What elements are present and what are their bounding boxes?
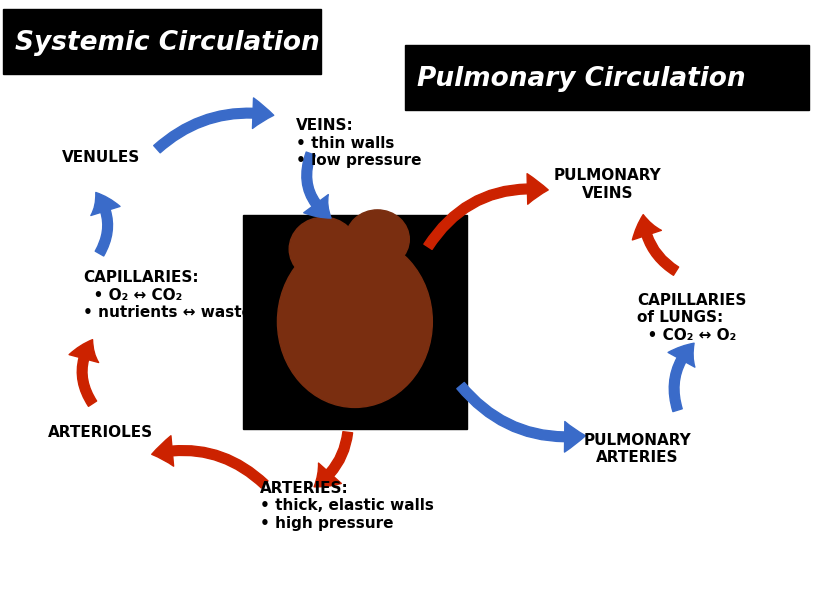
FancyArrowPatch shape bbox=[302, 152, 331, 218]
Text: Pulmonary Circulation: Pulmonary Circulation bbox=[416, 66, 744, 92]
Ellipse shape bbox=[345, 210, 409, 269]
Text: VENULES: VENULES bbox=[62, 150, 140, 165]
Text: Systemic Circulation: Systemic Circulation bbox=[15, 30, 319, 56]
FancyBboxPatch shape bbox=[3, 9, 320, 74]
FancyArrowPatch shape bbox=[632, 215, 678, 275]
FancyArrowPatch shape bbox=[667, 343, 694, 412]
FancyArrowPatch shape bbox=[69, 340, 98, 406]
FancyBboxPatch shape bbox=[243, 215, 466, 429]
Text: PULMONARY
ARTERIES: PULMONARY ARTERIES bbox=[583, 433, 691, 465]
Ellipse shape bbox=[277, 236, 432, 407]
FancyArrowPatch shape bbox=[154, 98, 274, 153]
FancyArrowPatch shape bbox=[91, 193, 120, 256]
FancyArrowPatch shape bbox=[423, 174, 547, 249]
Text: ARTERIOLES: ARTERIOLES bbox=[48, 425, 153, 440]
Ellipse shape bbox=[289, 217, 357, 281]
Text: CAPILLARIES
of LUNGS:
  • CO₂ ↔ O₂: CAPILLARIES of LUNGS: • CO₂ ↔ O₂ bbox=[637, 293, 746, 343]
Text: ARTERIES:
• thick, elastic walls
• high pressure: ARTERIES: • thick, elastic walls • high … bbox=[260, 481, 433, 531]
FancyArrowPatch shape bbox=[457, 382, 585, 452]
FancyBboxPatch shape bbox=[404, 45, 808, 110]
Text: PULMONARY
VEINS: PULMONARY VEINS bbox=[553, 168, 661, 201]
Text: CAPILLARIES:
  • O₂ ↔ CO₂
• nutrients ↔ wastes: CAPILLARIES: • O₂ ↔ CO₂ • nutrients ↔ wa… bbox=[84, 271, 261, 320]
FancyArrowPatch shape bbox=[151, 436, 268, 488]
FancyArrowPatch shape bbox=[313, 432, 352, 487]
Text: VEINS:
• thin walls
• low pressure: VEINS: • thin walls • low pressure bbox=[296, 119, 421, 168]
